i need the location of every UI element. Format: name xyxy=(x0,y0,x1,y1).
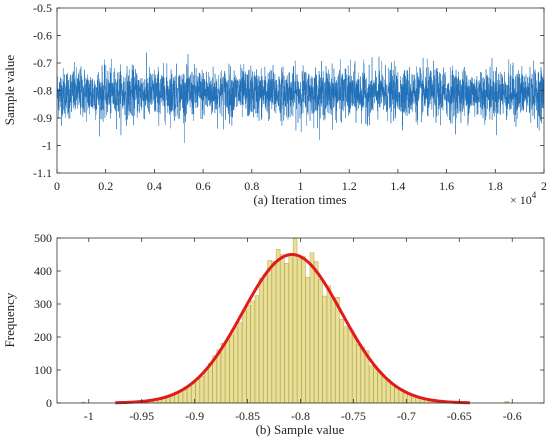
histogram-bar xyxy=(292,238,298,404)
trace-x-tick-label: 0.4 xyxy=(147,179,162,193)
histogram-bar xyxy=(225,339,230,404)
trace-y-tick-label: -1.1 xyxy=(33,166,52,180)
histogram-bar xyxy=(297,258,302,404)
trace-x-multiplier-base: × 10 xyxy=(510,193,532,207)
trace-y-tick-label: -0.9 xyxy=(33,111,52,125)
histogram-bar xyxy=(377,371,382,404)
trace-y-tick-label: -0.5 xyxy=(33,1,52,15)
histogram-bar xyxy=(347,328,353,404)
histogram-bar xyxy=(301,256,306,404)
trace-x-tick-label: 0 xyxy=(54,179,60,193)
trace-x-ticks: 0 0.2 0.4 0.6 0.8 1 1.2 1.4 1.6 1.8 2 xyxy=(54,8,547,193)
trace-y-tick-label: -0.6 xyxy=(33,29,52,43)
histogram-bar xyxy=(390,383,395,404)
trace-x-tick-label: 0.6 xyxy=(196,179,211,193)
histogram-chart: 500 400 300 200 100 0 -1 -0.95 -0.9 -0.85 -0.8 -0.… xyxy=(2,231,545,437)
histogram-y-axis-label: Frequency xyxy=(2,292,17,347)
histogram-y-tick-label: 500 xyxy=(34,231,52,245)
histogram-bar xyxy=(326,285,332,404)
trace-x-tick-label: 1 xyxy=(298,179,304,193)
histogram-bar xyxy=(369,365,374,404)
histogram-y-tick-label: 200 xyxy=(34,330,52,344)
histogram-bar xyxy=(242,310,247,404)
histogram-bar xyxy=(322,295,327,404)
histogram-bar xyxy=(352,335,357,404)
trace-y-axis-label: Sample value xyxy=(2,55,17,126)
histogram-bar xyxy=(216,349,222,404)
histogram-bar xyxy=(314,261,319,404)
histogram-x-tick-label: -0.8 xyxy=(291,409,310,423)
trace-x-multiplier: × 104 xyxy=(510,190,537,207)
histogram-x-tick-label: -0.95 xyxy=(129,409,154,423)
histogram-bar xyxy=(267,260,272,404)
histogram-x-axis-label: (b) Sample value xyxy=(256,422,345,437)
histogram-bar xyxy=(195,378,200,404)
histogram-bar xyxy=(373,365,378,404)
trace-y-ticks: -0.5 -0.6 -0.7 -0.8 -0.9 -1 -1.1 xyxy=(33,1,544,180)
trace-x-tick-label: 1.2 xyxy=(342,179,357,193)
histogram-bar xyxy=(318,278,323,404)
histogram-bar xyxy=(288,254,294,404)
histogram-x-tick-label: -0.85 xyxy=(235,409,260,423)
histogram-bar xyxy=(356,344,361,404)
histogram-bar xyxy=(203,368,209,404)
histogram-bar xyxy=(208,363,213,404)
trace-x-tick-label: 1.6 xyxy=(439,179,454,193)
histogram-bar xyxy=(220,343,226,404)
histogram-x-tick-label: -1 xyxy=(84,409,94,423)
histogram-bar xyxy=(233,326,238,404)
histogram-y-tick-label: 0 xyxy=(46,396,52,410)
histogram-x-tick-label: -0.7 xyxy=(397,409,416,423)
trace-x-multiplier-exp: 4 xyxy=(532,190,537,200)
histogram-bar xyxy=(280,254,285,404)
histogram-bar xyxy=(237,322,243,404)
histogram-bar xyxy=(275,249,281,404)
histogram-y-tick-label: 300 xyxy=(34,297,52,311)
histogram-bar xyxy=(182,389,188,404)
normal-fit-curve xyxy=(115,253,470,405)
histogram-bar xyxy=(271,261,277,404)
trace-x-tick-label: 1.8 xyxy=(488,179,503,193)
histogram-x-ticks: -1 -0.95 -0.9 -0.85 -0.8 -0.75 -0.7 -0.65 -0.6 xyxy=(84,238,522,423)
trace-y-tick-label: -0.8 xyxy=(33,84,52,98)
trace-chart: -0.5 -0.6 -0.7 -0.8 -0.9 -1 -1.1 0 0.2 0.4 0.6 0.8… xyxy=(2,1,547,207)
histogram-bar xyxy=(339,319,344,404)
histogram-bar xyxy=(254,295,260,404)
histogram-bar xyxy=(263,274,268,404)
trace-x-tick-label: 0.8 xyxy=(244,179,259,193)
histogram-bar xyxy=(229,334,234,404)
histogram-y-tick-label: 400 xyxy=(34,264,52,278)
trace-x-tick-label: 1.4 xyxy=(390,179,405,193)
histogram-bars xyxy=(81,238,510,404)
histogram-bar xyxy=(199,375,205,404)
histogram-x-tick-label: -0.75 xyxy=(341,409,366,423)
histogram-bar xyxy=(309,252,315,404)
histogram-y-ticks: 500 400 300 200 100 0 xyxy=(34,231,544,410)
histogram-x-tick-label: -0.9 xyxy=(185,409,204,423)
histogram-bar xyxy=(381,376,387,404)
trace-y-tick-label: -0.7 xyxy=(33,56,52,70)
histogram-bar xyxy=(360,346,366,404)
trace-x-tick-label: 2 xyxy=(541,179,547,193)
histogram-bar xyxy=(394,386,399,404)
histogram-bar xyxy=(246,305,251,404)
trace-series-line xyxy=(57,52,544,144)
histogram-bar xyxy=(284,263,289,404)
trace-y-tick-label: -1 xyxy=(42,139,52,153)
histogram-bar xyxy=(250,300,255,404)
histogram-bar xyxy=(258,278,264,404)
histogram-x-tick-label: -0.65 xyxy=(447,409,472,423)
histogram-x-tick-label: -0.6 xyxy=(503,409,522,423)
histogram-bar xyxy=(335,297,340,404)
histogram-bar xyxy=(305,277,310,404)
histogram-bar xyxy=(330,298,336,404)
histogram-bar xyxy=(343,326,349,404)
trace-x-tick-label: 0.2 xyxy=(98,179,113,193)
trace-x-axis-label: (a) Iteration times xyxy=(253,192,346,207)
histogram-y-tick-label: 100 xyxy=(34,363,52,377)
